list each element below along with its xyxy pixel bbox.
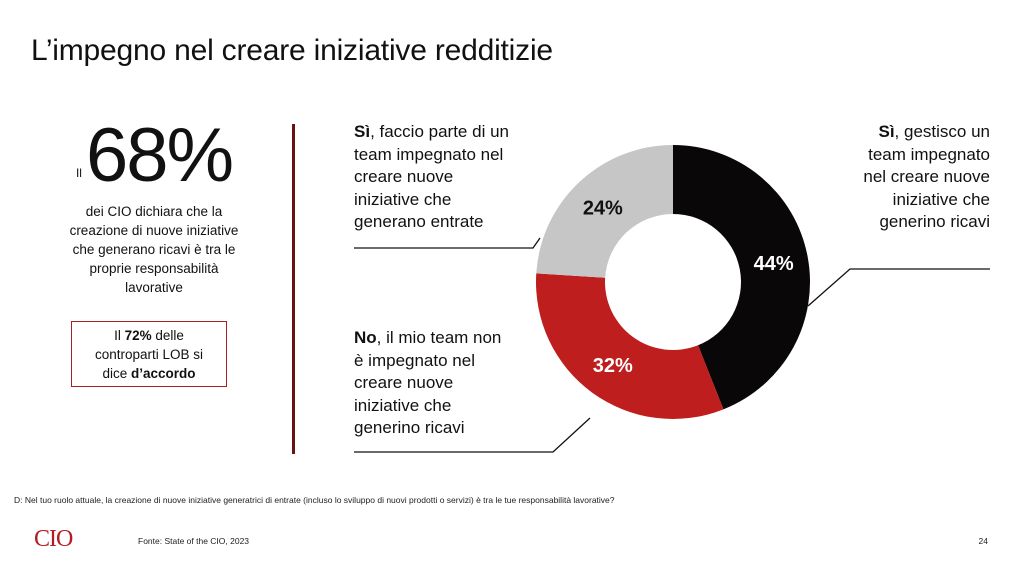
label-line: team impegnato nel (354, 144, 504, 164)
slice-labels: 44% 32% 24% (583, 197, 794, 377)
stat-desc-line: creazione di nuove iniziative (69, 223, 239, 238)
label-no: No, il mio team non è impegnato nel crea… (354, 327, 501, 440)
label-line: nel creare nuove (863, 167, 990, 186)
label-line: iniziative che (354, 189, 452, 209)
slice-value-label: 24% (583, 197, 623, 219)
label-line: generino ricavi (354, 418, 465, 437)
stat-desc-line: dei CIO dichiara che la (85, 204, 223, 219)
label-line: No, il mio team non (354, 327, 501, 350)
page-number: 24 (978, 536, 988, 546)
label-yes-member: Sì, faccio parte di un team impegnato ne… (354, 121, 509, 234)
leader-lines (354, 237, 990, 453)
label-line: generino ricavi (879, 212, 990, 231)
label-line: iniziative che (354, 395, 452, 415)
donut-slices (536, 145, 810, 419)
label-line: creare nuove (354, 373, 454, 392)
donut-slice-44pct (673, 145, 810, 410)
lob-line3-pre: dice (102, 365, 131, 381)
leader-line-yes-member (354, 237, 541, 249)
donut-slice-24pct (536, 145, 673, 278)
lob-callout-box: Il 72% delle controparti LOB si dice d’a… (71, 321, 227, 387)
label-rest: , gestisco un (894, 122, 990, 141)
label-line: Sì, faccio parte di un (354, 121, 509, 144)
label-bold: No (354, 328, 377, 347)
slice-value-label: 44% (754, 253, 794, 275)
stat-prefix: Il (75, 166, 82, 180)
stat-desc-line: lavorative (125, 280, 183, 295)
question-footnote: D: Nel tuo ruolo attuale, la creazione d… (14, 495, 615, 505)
label-yes-manager: Sì, gestisco un team impegnato nel crear… (863, 121, 990, 234)
lob-pre: Il (114, 327, 125, 343)
label-line: creare nuove (354, 167, 454, 186)
slice-value-label: 32% (593, 355, 633, 377)
cio-logo: CIO (34, 526, 73, 552)
lob-percent: 72% (124, 327, 152, 343)
stat-desc-line: che generano ricavi è tra le (72, 242, 236, 257)
label-rest: , il mio team non (376, 328, 502, 347)
stat-description: dei CIO dichiara che la creazione di nuo… (40, 202, 268, 297)
vertical-divider (292, 124, 295, 454)
page-title: L’impegno nel creare iniziative redditiz… (31, 34, 553, 67)
headline-stat: Il 68% dei CIO dichiara che la creazione… (40, 118, 268, 297)
label-rest: , faccio parte di un (370, 122, 509, 141)
stat-line: Il 68% (40, 118, 268, 194)
leader-line-yes-manager (807, 268, 990, 307)
stat-desc-line: proprie responsabilità (89, 261, 219, 276)
lob-line-2: controparti LOB si (94, 346, 204, 362)
label-line: Sì, gestisco un (863, 121, 990, 144)
label-bold: Sì (878, 122, 895, 141)
lob-agree: d’accordo (131, 365, 196, 381)
lob-line-3: dice d’accordo (72, 364, 226, 383)
source-note: Fonte: State of the CIO, 2023 (138, 536, 250, 546)
label-bold: Sì (354, 122, 371, 141)
lob-line-1: Il 72% delle (72, 326, 226, 345)
donut-slice-32pct (536, 273, 724, 419)
lob-mid: delle (151, 327, 184, 343)
leader-line-no (354, 417, 591, 453)
label-line: generano entrate (354, 212, 484, 231)
label-line: team impegnato (868, 144, 990, 164)
label-line: iniziative che (892, 189, 990, 209)
stat-value: 68% (85, 113, 234, 198)
label-line: è impegnato nel (354, 350, 475, 370)
